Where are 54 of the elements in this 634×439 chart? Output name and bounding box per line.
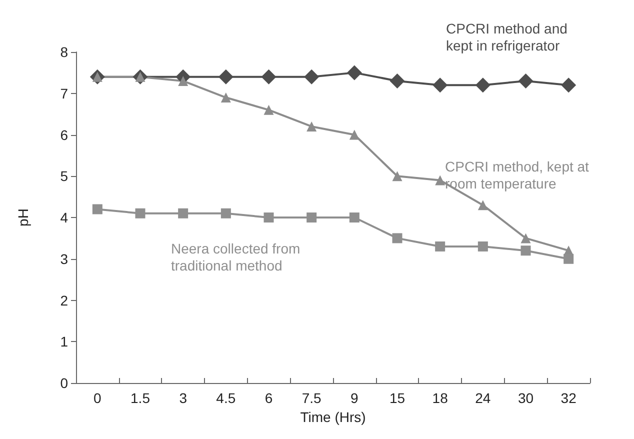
point <box>392 233 402 244</box>
x-tick-label: 32 <box>560 390 577 406</box>
x-tick-label: 18 <box>432 390 448 406</box>
point <box>475 78 490 93</box>
x-axis-title: Time (Hrs) <box>300 408 366 425</box>
x-tick-label: 0 <box>94 390 102 406</box>
x-tick-label: 1.5 <box>130 390 150 406</box>
point <box>220 92 231 103</box>
point <box>478 241 488 252</box>
point <box>518 73 534 88</box>
point <box>264 104 274 115</box>
point <box>346 65 362 80</box>
point <box>564 254 574 264</box>
y-axis-title: pH <box>15 208 31 226</box>
x-tick-label: 9 <box>350 390 359 406</box>
point <box>520 233 531 244</box>
point <box>135 208 146 218</box>
y-tick-label: 1 <box>60 334 68 350</box>
point <box>349 212 360 222</box>
x-tick-label: 24 <box>475 390 491 406</box>
point <box>261 69 276 84</box>
y-tick-label: 0 <box>60 375 68 391</box>
series-label: Neera collected from traditional method <box>171 240 304 274</box>
x-tick-label: 15 <box>389 390 406 406</box>
point <box>435 241 446 252</box>
x-tick-label: 3 <box>179 390 188 406</box>
point <box>306 212 317 222</box>
point <box>218 69 234 84</box>
point <box>561 78 576 93</box>
y-tick-label: 5 <box>60 168 68 184</box>
x-tick-label: 6 <box>264 390 273 406</box>
point <box>390 73 405 88</box>
y-tick-label: 4 <box>60 210 68 226</box>
y-tick-label: 6 <box>60 126 68 143</box>
y-tick-label: 2 <box>60 292 68 308</box>
point <box>304 69 320 84</box>
point <box>306 121 317 132</box>
y-tick-label: 3 <box>60 250 68 267</box>
point <box>349 130 360 140</box>
x-tick-label: 30 <box>518 390 534 406</box>
point <box>92 204 102 214</box>
x-tick-label: 7.5 <box>302 390 322 406</box>
series-label: CPCRI method and kept in refrigerator <box>446 20 572 54</box>
point <box>392 171 402 182</box>
point <box>220 208 231 218</box>
point <box>478 200 488 210</box>
y-tick-label: 8 <box>60 44 68 60</box>
y-tick-label: 7 <box>60 85 68 102</box>
point <box>520 246 531 256</box>
x-tick-label: 4.5 <box>216 390 236 406</box>
point <box>264 212 274 222</box>
point <box>432 78 448 93</box>
point <box>178 208 188 218</box>
point <box>435 175 446 186</box>
